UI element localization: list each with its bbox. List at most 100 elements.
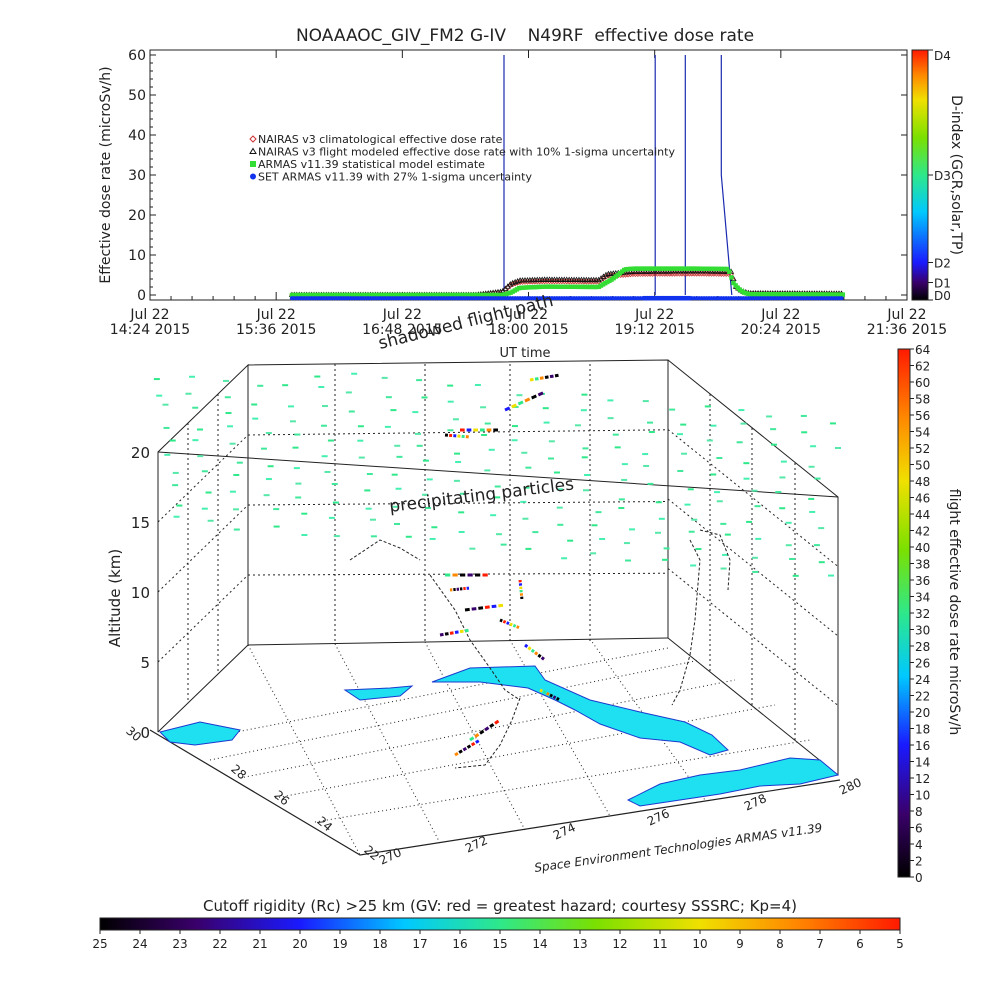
rigidity-tick-label: 19: [332, 937, 347, 951]
y-tick-label: 40: [128, 128, 146, 144]
x-tick-label-time: 18:00 2015: [488, 322, 568, 338]
dose-tick-label: 12: [915, 772, 930, 786]
3d-grid: [157, 364, 839, 856]
flight-track-segment: [499, 618, 503, 623]
rigidity-tick-label: 24: [132, 937, 147, 951]
floor-grid-line: [247, 644, 361, 856]
3d-scene: precipitating particles: [149, 359, 841, 856]
top-chart-title: NOAAAOC_GIV_FM2 G-IV N49RF effective dos…: [296, 26, 754, 46]
flight-track-segment: [491, 604, 497, 609]
grid-line: [247, 429, 669, 436]
altitude-axis-label: Altitude (km): [106, 549, 124, 647]
rigidity-tick-label: 22: [212, 937, 227, 951]
legend-label: ARMAS v11.39 statistical model estimate: [258, 158, 485, 171]
x-tick-label-time: 16:48 2015: [362, 322, 442, 338]
flight-track-segment: [459, 629, 464, 634]
dose-tick-label: 40: [915, 541, 930, 555]
flight-track-segment: [504, 406, 511, 412]
rigidity-tick-label: 25: [92, 937, 107, 951]
flight-track-segment: [544, 375, 549, 379]
rigidity-tick-label: 21: [252, 937, 267, 951]
flight-track-segment: [439, 632, 444, 637]
legend-marker: [250, 173, 256, 180]
flight-track-segment: [469, 736, 475, 742]
flight-track-segment: [449, 631, 454, 635]
flight-track-segment: [464, 607, 470, 612]
flight-track-segment: [531, 394, 537, 400]
x-tick-label-time: 19:12 2015: [614, 322, 694, 338]
land-florida: [431, 665, 729, 756]
d-index-tick-label: D1: [934, 277, 951, 291]
dose-tick-label: 32: [915, 607, 930, 621]
flight-track-segment: [479, 729, 485, 735]
dose-tick-label: 24: [915, 673, 930, 687]
right-wall-frame: [667, 359, 839, 775]
floor-grid-line: [209, 659, 701, 761]
flight-track-segment: [537, 653, 542, 658]
data-point: [595, 276, 602, 283]
x-tick-label-time: 14:24 2015: [110, 322, 190, 338]
rigidity-tick-label: 12: [612, 937, 627, 951]
dose-tick-label: 42: [915, 525, 930, 539]
grid-line: [247, 572, 669, 576]
flight-track-segment: [545, 691, 550, 696]
precipitating-particles-label: precipitating particles: [388, 474, 575, 517]
data-point: [725, 266, 730, 272]
top-front-edge: [157, 451, 839, 498]
grid-line: [157, 504, 249, 593]
legend-label: NAIRAS v3 flight modeled effective dose …: [258, 146, 675, 159]
longitude-tick-label: 272: [463, 833, 490, 855]
top-y-axis-label: Effective dose rate (microSv/h): [98, 66, 114, 283]
x-tick-label-date: Jul 22: [129, 307, 169, 323]
legend-marker: [249, 147, 257, 154]
flight-track-segment: [540, 656, 545, 661]
dose-tick-label: 36: [915, 574, 930, 588]
y-tick-label: 0: [137, 288, 146, 304]
rigidity-tick-label: 13: [572, 937, 587, 951]
cutoff-rigidity-ticks: 25 24 23 22 21 20 19 18 17 16 15 14 13 12 11 10 9 8 7 6 5: [92, 930, 904, 951]
set-armas-highlight: [641, 295, 693, 301]
flight-track-segment: [464, 628, 469, 633]
top-x-axis-label: UT time: [500, 346, 551, 361]
data-point: [839, 296, 844, 301]
rigidity-tick-label: 15: [492, 937, 507, 951]
grid-line: [667, 429, 839, 567]
series-circle: [289, 296, 844, 301]
dose-tick-label: 8: [915, 805, 923, 819]
flight-track-segment: [509, 622, 513, 627]
flight-track-segment: [466, 744, 472, 749]
flight-track-segment: [539, 688, 544, 693]
latitude-tick-label: 24: [314, 814, 335, 835]
series-square: [289, 266, 846, 298]
dose-tick-label: 64: [915, 343, 930, 357]
floor-grid-line: [509, 639, 611, 817]
right-floor-edge: [667, 637, 839, 776]
y-tick-label: 60: [128, 48, 146, 64]
flight-track-segment: [552, 695, 557, 700]
flight-track-segment: [484, 726, 490, 732]
rigidity-tick-label: 6: [856, 937, 864, 951]
dose-tick-label: 2: [915, 855, 923, 869]
latitude-tick-label: 26: [271, 788, 292, 809]
flight-track-segment: [506, 621, 510, 625]
data-point: [840, 292, 846, 297]
dose-tick-label: 6: [915, 822, 923, 836]
floor-front-edges: [149, 729, 841, 856]
flight-track-segment: [516, 625, 520, 629]
legend-marker: [250, 161, 256, 167]
flight-track-segment: [484, 605, 490, 609]
rigidity-tick-label: 9: [736, 937, 744, 951]
flight-track-segment: [470, 741, 476, 747]
data-point: [729, 275, 734, 280]
x-tick-label-date: Jul 22: [634, 307, 674, 323]
flight-track-segment: [539, 376, 544, 380]
dose-rate-colorbar-label: flight effective dose rate microSv/h: [946, 489, 962, 735]
rigidity-tick-label: 5: [896, 937, 904, 951]
flight-track-segment: [549, 374, 554, 379]
x-tick-label-date: Jul 22: [382, 307, 422, 323]
floor-grid-line: [274, 704, 776, 799]
altitude-tick-label: 15: [131, 514, 150, 532]
